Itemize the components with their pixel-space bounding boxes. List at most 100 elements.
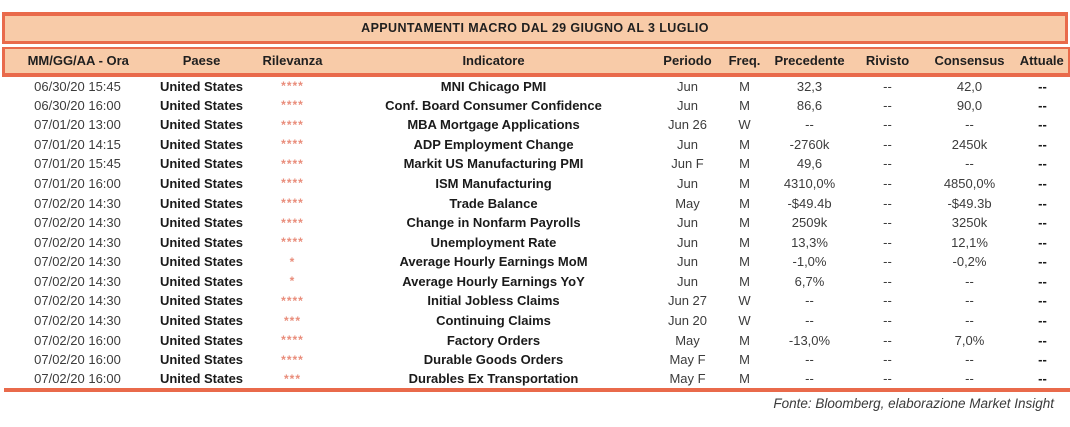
cell-revised: -- [883, 156, 892, 172]
cell-period: Jun [677, 78, 698, 94]
cell-indicator: Average Hourly Earnings MoM [399, 254, 588, 270]
relevance-stars: **** [281, 293, 304, 308]
cell-indicator: Change in Nonfarm Payrolls [406, 215, 581, 231]
relevance-stars: *** [251, 369, 334, 393]
cell-country: United States [159, 215, 244, 231]
cell-previous: -- [805, 117, 814, 133]
cell-consensus: 7,0% [954, 332, 985, 348]
relevance-stars: **** [281, 98, 304, 113]
cell-indicator: Factory Orders [446, 332, 541, 348]
relevance-stars: **** [281, 79, 304, 93]
cell-country: United States [159, 254, 244, 270]
cell-previous: -2760k [789, 136, 830, 152]
cell-previous: -- [805, 352, 814, 368]
relevance-stars: **** [281, 156, 304, 171]
table-row: 07/02/20 14:30 United States **** Unempl… [4, 233, 1070, 253]
relevance-stars: **** [281, 117, 304, 132]
cell-country: United States [159, 234, 244, 250]
relevance-stars: *** [283, 313, 301, 328]
cell-actual: -- [1038, 352, 1047, 368]
cell-consensus: -- [965, 352, 974, 368]
cell-revised: -- [883, 273, 892, 289]
relevance-stars: * [289, 274, 296, 289]
table-title: APPUNTAMENTI MACRO DAL 29 GIUGNO AL 3 LU… [2, 12, 1068, 44]
cell-consensus: -- [965, 273, 974, 289]
cell-datetime: 07/02/20 16:00 [34, 352, 121, 368]
cell-indicator: Unemployment Rate [430, 234, 557, 250]
table-row: 07/02/20 14:30 United States * Average H… [4, 252, 1070, 272]
col-header-relevance: Rilevanza [251, 47, 334, 77]
cell-datetime: 06/30/20 16:00 [34, 97, 121, 113]
cell-period: Jun [677, 97, 698, 113]
cell-consensus: 4850,0% [943, 175, 996, 191]
col-header-revised: Rivisto [851, 47, 924, 77]
table-row: 07/01/20 14:15 United States **** ADP Em… [4, 135, 1070, 155]
cell-country: United States [159, 136, 244, 152]
cell-revised: -- [883, 195, 892, 211]
cell-country: United States [159, 332, 244, 348]
table-body: 06/30/20 15:45 United States **** MNI Ch… [3, 75, 1070, 393]
relevance-stars: **** [281, 196, 304, 211]
cell-period: Jun 26 [667, 117, 708, 133]
cell-country: United States [159, 313, 244, 329]
col-header-datetime: MM/GG/AA - Ora [2, 47, 152, 77]
cell-revised: -- [883, 215, 892, 231]
cell-actual: -- [1038, 156, 1047, 172]
cell-datetime: 07/02/20 14:30 [34, 273, 121, 289]
cell-consensus: -- [923, 369, 1016, 393]
cell-country: United States [159, 195, 244, 211]
macro-calendar-table: APPUNTAMENTI MACRO DAL 29 GIUGNO AL 3 LU… [2, 12, 1070, 393]
cell-indicator: MBA Mortgage Applications [407, 117, 580, 133]
cell-revised: -- [883, 352, 892, 368]
table-row: 07/01/20 13:00 United States **** MBA Mo… [4, 115, 1070, 135]
cell-period: May [675, 195, 700, 211]
cell-datetime: 07/02/20 14:30 [34, 254, 121, 270]
cell-freq: M [739, 352, 750, 368]
cell-previous: 13,3% [791, 234, 828, 250]
cell-previous: 6,7% [794, 273, 825, 289]
cell-revised: -- [883, 234, 892, 250]
cell-freq: M [721, 369, 768, 393]
cell-consensus: 2450k [951, 136, 988, 152]
cell-period: May [675, 332, 700, 348]
cell-actual: -- [1038, 313, 1047, 329]
cell-country: United States [159, 352, 244, 368]
cell-consensus: 12,1% [951, 234, 988, 250]
cell-period: Jun [677, 273, 698, 289]
relevance-stars: **** [281, 333, 304, 348]
table-row: 07/02/20 14:30 United States **** Initia… [4, 291, 1070, 311]
relevance-stars: **** [281, 352, 304, 367]
cell-freq: M [739, 234, 750, 250]
cell-period: May F [653, 369, 722, 393]
cell-actual: -- [1038, 254, 1047, 270]
cell-indicator: Average Hourly Earnings YoY [402, 273, 585, 289]
source-note: Fonte: Bloomberg, elaborazione Market In… [773, 396, 1054, 412]
cell-country: United States [159, 293, 244, 309]
table-row: 07/02/20 16:00 United States **** Factor… [4, 331, 1070, 351]
table-row: 07/01/20 15:45 United States **** Markit… [4, 154, 1070, 174]
cell-period: Jun [677, 136, 698, 152]
cell-indicator: MNI Chicago PMI [440, 78, 547, 94]
cell-indicator: Markit US Manufacturing PMI [403, 156, 584, 172]
cell-period: Jun [677, 234, 698, 250]
cell-consensus: -- [965, 313, 974, 329]
table-row: 06/30/20 16:00 United States **** Conf. … [4, 96, 1070, 116]
cell-previous: -- [805, 293, 814, 309]
table-row: 07/02/20 16:00 United States *** Durable… [3, 369, 1070, 393]
cell-previous: -$49.4b [787, 195, 832, 211]
cell-indicator: ISM Manufacturing [435, 175, 552, 191]
table-row: 07/01/20 16:00 United States **** ISM Ma… [4, 174, 1070, 194]
cell-indicator: ADP Employment Change [413, 136, 574, 152]
table-header: MM/GG/AA - Ora Paese Rilevanza Indicator… [2, 47, 1070, 77]
cell-period: Jun [677, 254, 698, 270]
cell-freq: W [738, 293, 751, 309]
cell-datetime: 07/02/20 14:30 [34, 215, 121, 231]
cell-datetime: 07/02/20 16:00 [3, 369, 152, 393]
cell-revised: -- [883, 97, 892, 113]
cell-actual: -- [1038, 136, 1047, 152]
cell-previous: -- [767, 369, 852, 393]
cell-actual: -- [1038, 117, 1047, 133]
cell-freq: M [739, 156, 750, 172]
cell-country: United States [159, 117, 244, 133]
cell-period: Jun [677, 215, 698, 231]
